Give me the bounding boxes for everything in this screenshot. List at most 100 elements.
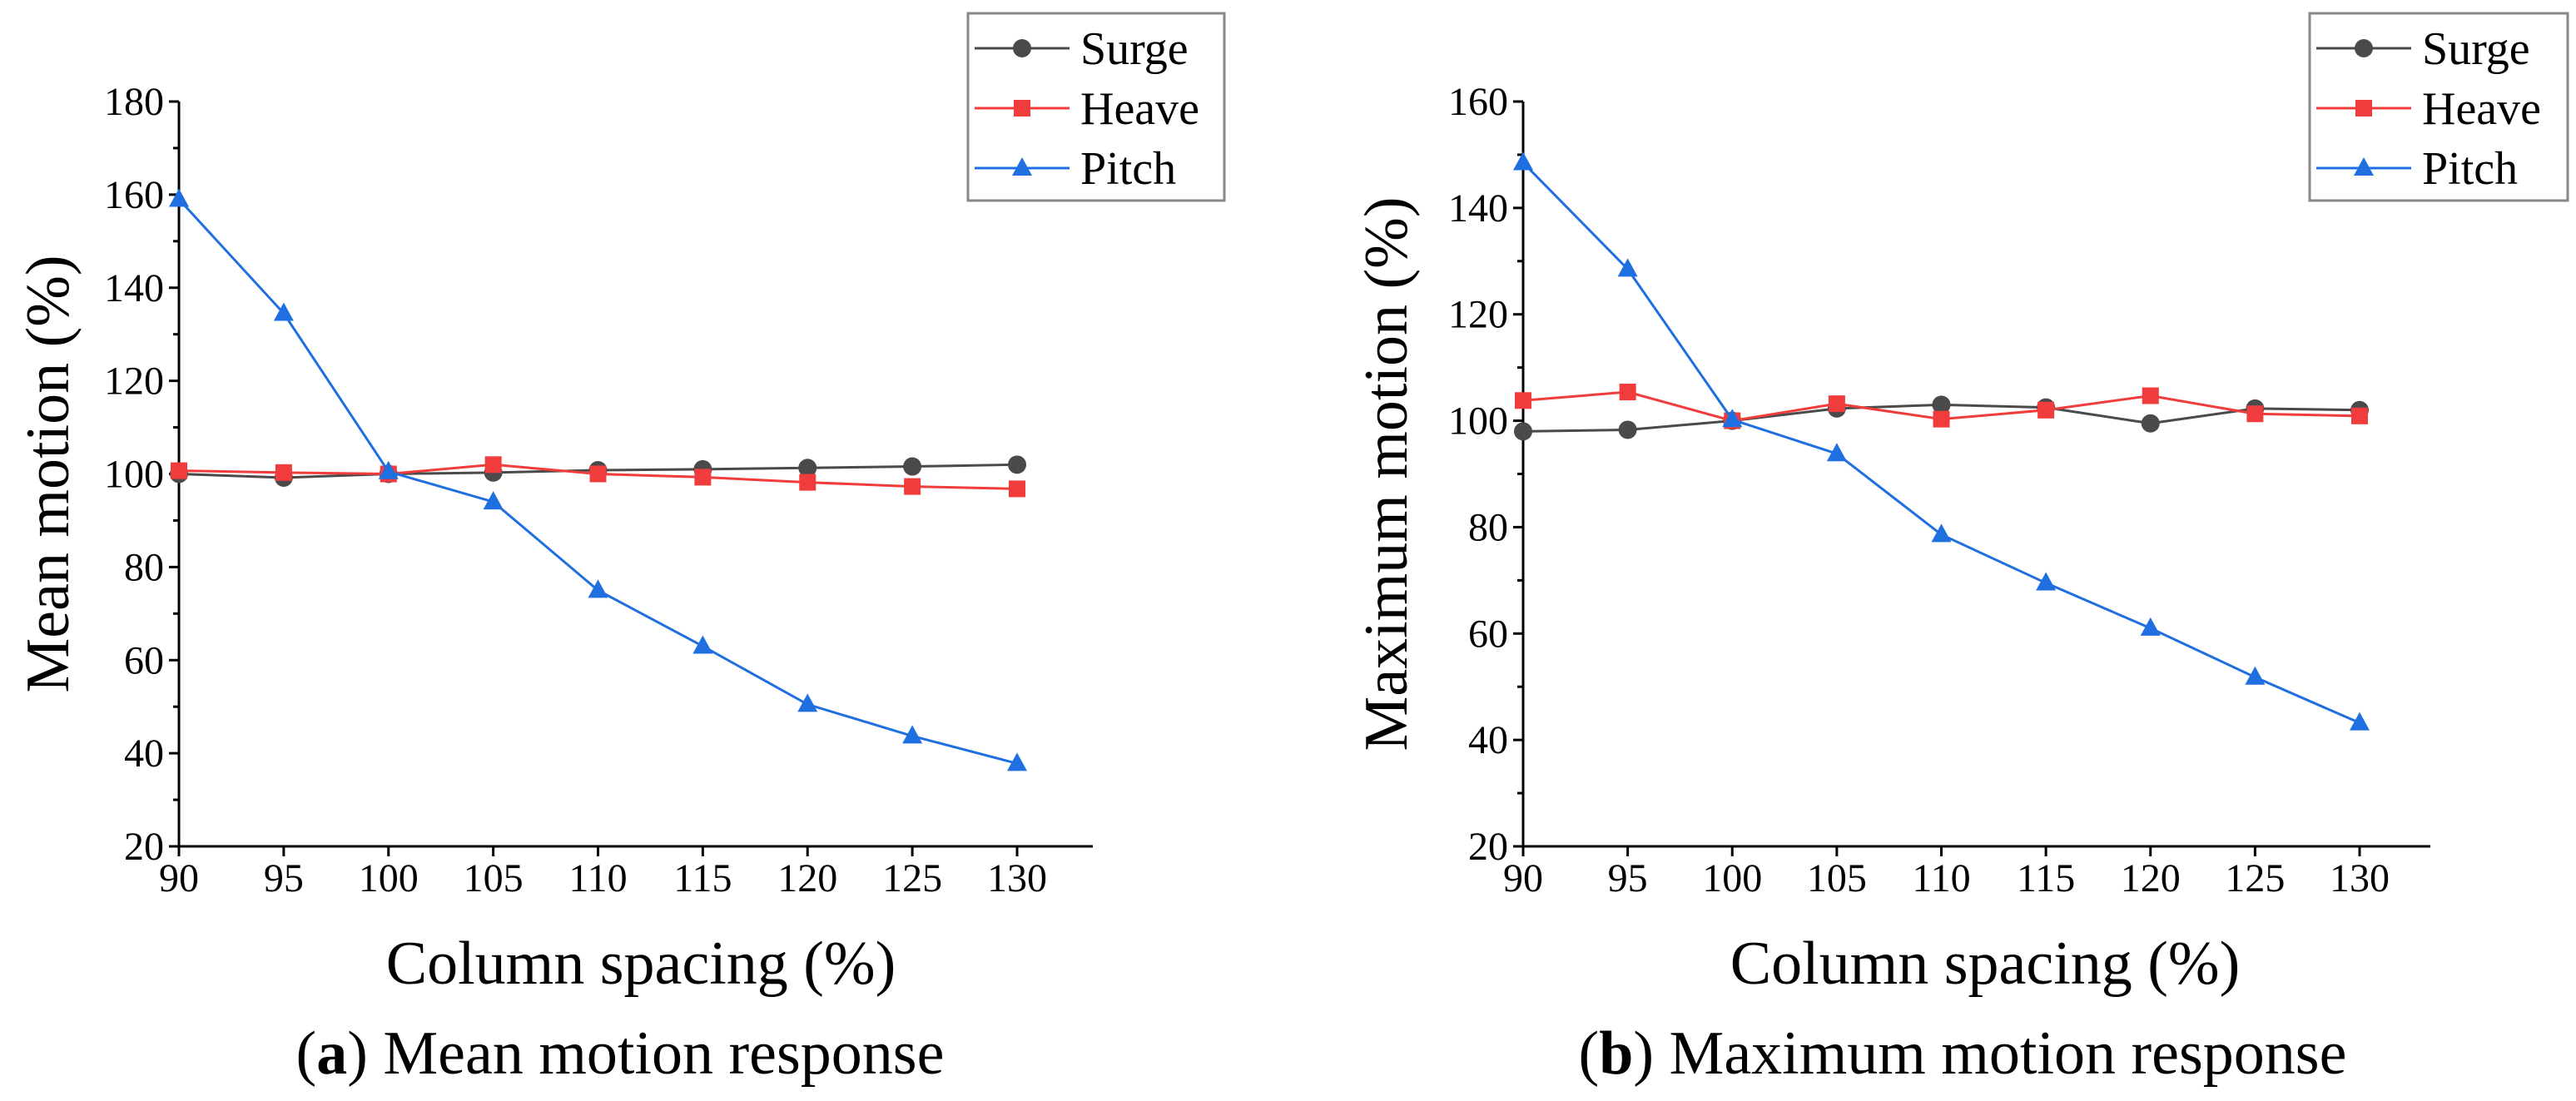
data-point-surge [798,459,817,478]
legend-marker-heave [2355,100,2372,117]
legend-marker-surge [1013,39,1031,57]
legend-marker-pitch [2354,157,2374,176]
data-point-pitch [1617,258,1638,277]
data-point-pitch [2140,617,2161,636]
y-tick-label: 20 [1468,825,1508,869]
x-axis-title: Column spacing (%) [386,930,896,998]
x-tick-label: 130 [987,856,1047,900]
data-point-pitch [2350,712,2370,731]
x-tick-label: 105 [464,856,524,900]
legend-label-surge: Surge [2422,23,2530,75]
legend-marker-heave [1014,100,1030,117]
data-point-pitch [2036,572,2057,591]
y-tick-label: 40 [124,732,164,776]
x-tick-label: 90 [159,856,199,900]
data-point-pitch [378,460,399,479]
legend: Surge Heave Pitch [966,12,1226,202]
x-axis-title: Column spacing (%) [1730,930,2240,998]
chart-panel-b: 20 40 60 80 100 120 140 160 90 95 100 105 110 115 120 1… [1353,12,2569,1088]
data-point-heave [2037,401,2055,419]
data-point-heave [589,465,607,483]
panel-letter: b [1599,1019,1633,1088]
y-tick-label: 100 [104,453,164,497]
y-tick-label: 160 [104,173,164,217]
legend-label-pitch: Pitch [1080,143,1176,195]
data-point-heave [799,474,816,491]
data-point-surge [1008,455,1026,474]
caption-text: Mean motion response [383,1019,944,1088]
data-point-pitch [273,302,294,321]
y-tick-label: 120 [104,360,164,404]
y-tick-label: 180 [104,80,164,124]
data-point-pitch [1931,523,1952,543]
data-point-heave [1515,392,1531,409]
x-tick-label: 110 [568,856,627,900]
x-tick-label: 130 [2330,856,2390,900]
data-point-pitch [1007,752,1027,771]
y-axis-title: Maximum motion (%) [1353,197,1421,751]
chart-panel-a: 20 40 60 80 100 120 140 160 180 90 95 100 105 110 115 1… [14,12,1226,1088]
x-tick-label: 95 [1608,856,1648,900]
data-point-pitch [902,725,923,744]
y-tick-label: 160 [1448,80,1508,124]
series-line-pitch [1521,161,2360,725]
x-tick-label: 110 [1912,856,1970,900]
data-point-surge [1618,420,1637,439]
y-tick-label: 140 [1448,186,1508,231]
x-tick-label: 125 [2225,856,2285,900]
data-point-heave [2246,405,2264,423]
data-point-pitch [692,635,713,654]
y-tick-label: 40 [1468,718,1508,762]
x-tick-label: 100 [359,856,419,900]
data-point-heave [2351,407,2368,424]
data-point-heave [1828,395,1845,413]
series-heave [1515,384,2368,429]
y-tick-label: 80 [124,545,164,589]
data-point-heave [275,464,292,481]
data-point-surge [1932,395,1951,414]
y-tick-label: 80 [1468,505,1508,549]
legend-label-pitch: Pitch [2422,143,2518,195]
legend: Surge Heave Pitch [2308,12,2569,202]
data-point-heave [2142,387,2159,404]
x-tick-label: 95 [264,856,304,900]
legend-label-heave: Heave [2422,83,2541,135]
panel-caption: (a) Mean motion response [296,1019,945,1088]
data-point-pitch [1513,151,1533,171]
data-point-heave [1933,410,1950,428]
y-tick-label: 120 [1448,293,1508,337]
y-tick-label: 60 [124,638,164,682]
y-tick-label: 60 [1468,612,1508,656]
data-point-pitch [1722,409,1743,428]
panel-letter: a [316,1019,347,1088]
series-pitch [169,188,1027,771]
x-tick-label: 115 [673,856,732,900]
data-point-heave [1009,480,1025,498]
data-point-surge [1514,422,1532,441]
x-tick-label: 120 [2121,856,2181,900]
data-point-surge [903,457,922,476]
x-tick-label: 105 [1807,856,1867,900]
data-point-heave [1619,384,1636,401]
x-tick-label: 90 [1503,856,1543,900]
x-tick-label: 125 [882,856,942,900]
caption-close-paren: ) [347,1019,383,1088]
y-tick-label: 100 [1448,399,1508,444]
series-pitch [1513,151,2370,731]
panel-caption: (b) Maximum motion response [1579,1019,2347,1088]
legend-marker-pitch [1012,157,1032,176]
x-tick-label: 115 [2017,856,2075,900]
data-point-pitch [797,693,818,712]
legend-label-heave: Heave [1080,83,1199,135]
y-tick-label: 20 [124,825,164,869]
x-tick-label: 120 [777,856,837,900]
data-point-pitch [1826,443,1847,462]
y-tick-label: 140 [104,266,164,310]
y-axis-title: Mean motion (%) [14,255,82,692]
x-tick-label: 100 [1702,856,1762,900]
data-point-heave [694,469,712,486]
data-point-heave [904,478,921,495]
data-point-pitch [483,491,504,510]
data-point-heave [484,456,502,474]
data-point-surge [2141,414,2160,433]
